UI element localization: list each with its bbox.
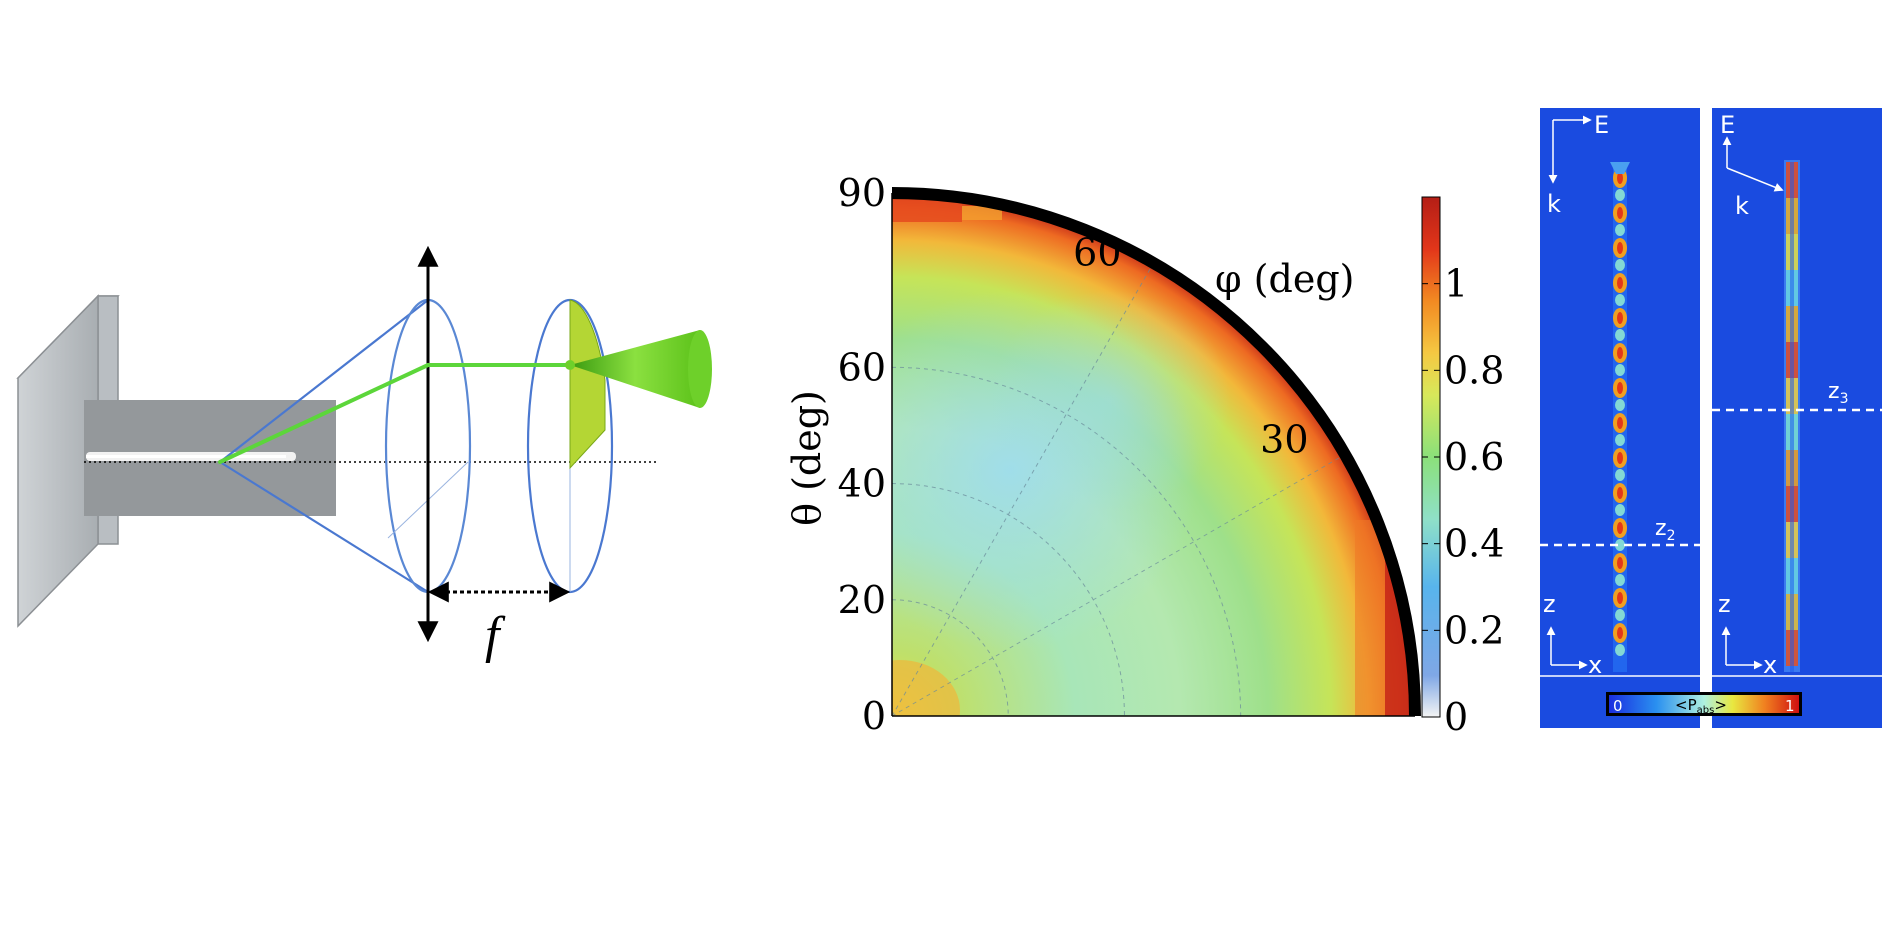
collection-cone xyxy=(219,299,429,593)
green-beam xyxy=(218,363,572,464)
r-gridline xyxy=(892,366,1242,716)
setup-diagram: f xyxy=(16,245,712,664)
colorbar-tick-label: 0.2 xyxy=(1444,608,1504,652)
k-label: k xyxy=(1735,192,1749,220)
r-tick-label: 20 xyxy=(838,578,886,622)
angle-tick-label: 60 xyxy=(1073,230,1121,274)
r-gridline xyxy=(892,599,1009,716)
green-cone xyxy=(565,330,712,408)
colorbar-max: 1 xyxy=(1785,697,1795,715)
cut-label-z3: z3 xyxy=(1828,379,1848,407)
k-label: k xyxy=(1547,190,1561,218)
sim-map-right: z3 E k z x xyxy=(1712,108,1882,728)
r-tick-label: 0 xyxy=(862,694,886,738)
x-label: x xyxy=(1588,651,1602,679)
simulation-panels: z2 E k z x z3 E k z x xyxy=(1540,108,1882,728)
sem-image xyxy=(84,400,336,516)
angle-gridline xyxy=(892,454,1346,716)
cut-label-z2: z2 xyxy=(1655,516,1675,544)
e-label: E xyxy=(1594,111,1609,139)
x-label: x xyxy=(1763,651,1777,679)
r-tick-label: 90 xyxy=(838,171,886,215)
colorbar-min: 0 xyxy=(1613,697,1623,715)
colorbar-tick-label: 1 xyxy=(1444,262,1468,306)
polar-rim xyxy=(891,187,1421,717)
r-tick-label: 60 xyxy=(838,345,886,389)
colorbar-tick-label: 0 xyxy=(1444,695,1468,739)
sim-map-left: z2 E k z x xyxy=(1540,108,1700,728)
angle-gridline xyxy=(892,262,1154,716)
e-label: E xyxy=(1720,111,1735,139)
colorbar-tick-label: 0.8 xyxy=(1444,348,1504,392)
r-gridline xyxy=(892,483,1125,716)
angle-axis-label: φ (deg) xyxy=(1215,257,1354,301)
r-tick-label: 40 xyxy=(838,462,886,506)
z-label: z xyxy=(1718,590,1731,618)
r-axis-label: θ (deg) xyxy=(785,390,829,526)
colorbar-label: <Pabs> xyxy=(1675,696,1727,716)
colorbar-tick-label: 0.4 xyxy=(1444,522,1504,566)
angle-tick-label: 30 xyxy=(1260,418,1308,462)
sim-colorbar: 0 1 <Pabs> xyxy=(1606,692,1802,716)
colorbar-tick-label: 0.6 xyxy=(1444,435,1504,479)
focal-length-label: f xyxy=(485,607,506,664)
heatmap-colorbar: 0 0.2 0.4 0.6 0.8 1 xyxy=(1421,196,1504,739)
fourier-wedge xyxy=(569,299,606,470)
z-label: z xyxy=(1543,590,1556,618)
polar-heatmap: 0 20 40 60 90 30 60 θ (deg) φ (deg) xyxy=(785,171,1421,738)
